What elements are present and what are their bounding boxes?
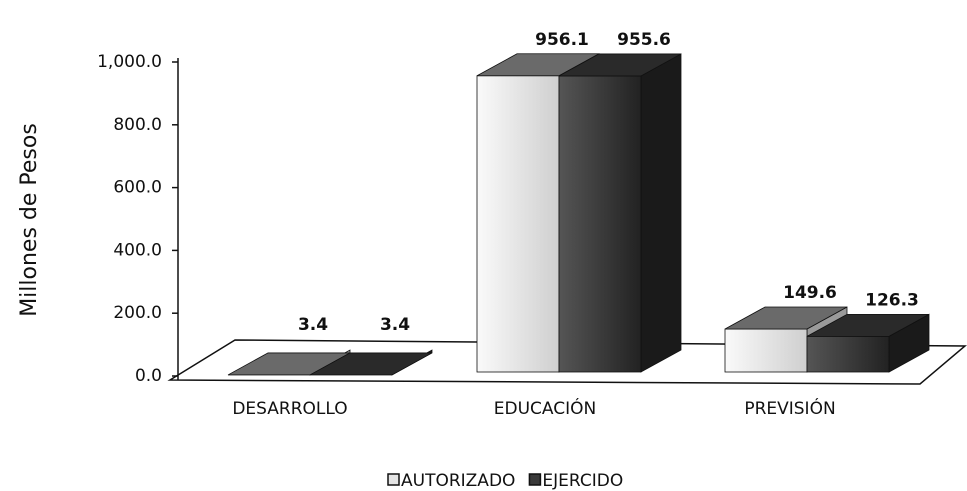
y-tick-label: 600.0 — [113, 178, 162, 198]
y-tick-label: 800.0 — [113, 115, 162, 135]
y-axis-label: Millones de Pesos — [17, 123, 42, 317]
x-tick-label: EDUCACIÓN — [494, 397, 596, 419]
legend-swatch — [387, 473, 400, 486]
y-tick-label: 1,000.0 — [97, 52, 162, 72]
bar-side — [640, 53, 682, 373]
bar — [806, 335, 890, 373]
bar-top — [724, 306, 848, 330]
y-tick-label: 400.0 — [113, 240, 162, 260]
value-label: 149.6 — [783, 283, 837, 303]
y-tick-label: 200.0 — [113, 303, 162, 323]
legend-label: AUTORIZADO — [401, 471, 515, 491]
bar-top — [806, 313, 930, 337]
value-label: 126.3 — [865, 290, 919, 310]
bar — [724, 328, 808, 373]
legend-swatch — [528, 473, 542, 486]
bar — [476, 75, 560, 373]
value-label: 3.4 — [380, 315, 410, 335]
value-label: 955.6 — [617, 30, 671, 50]
value-label: 956.1 — [535, 30, 589, 50]
bar-top — [558, 53, 682, 77]
x-tick-label: PREVISIÓN — [744, 397, 835, 419]
bar-top — [309, 352, 433, 376]
value-label: 3.4 — [298, 315, 328, 335]
x-tick-label: DESARROLLO — [232, 399, 347, 419]
bar — [558, 75, 642, 373]
y-tick-label: 0.0 — [135, 366, 162, 386]
legend-label: EJERCIDO — [542, 471, 623, 491]
